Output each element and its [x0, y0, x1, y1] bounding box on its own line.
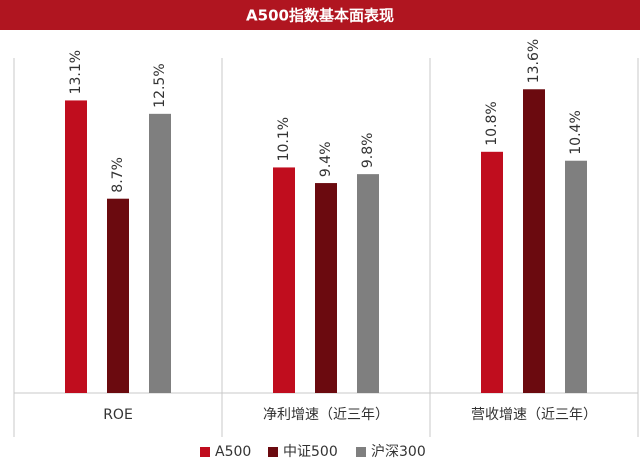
legend-label: 沪深300	[371, 444, 426, 460]
bar	[65, 100, 87, 393]
legend-swatch	[268, 447, 278, 457]
bar	[149, 113, 171, 393]
value-label: 10.8%	[484, 101, 500, 145]
x-tick-label: 净利增速（近三年）	[263, 407, 389, 423]
value-label: 9.4%	[318, 141, 334, 177]
x-tick-label: 营收增速（近三年）	[471, 407, 597, 423]
bar	[315, 183, 337, 393]
bar	[481, 151, 503, 393]
bar	[565, 160, 587, 393]
bar	[273, 167, 295, 393]
value-label: 9.8%	[360, 133, 376, 169]
legend-swatch	[200, 447, 210, 457]
legend-label: A500	[215, 444, 251, 460]
value-label: 8.7%	[110, 157, 126, 193]
x-tick-label: ROE	[103, 407, 133, 423]
value-label: 13.6%	[526, 39, 542, 83]
bar	[107, 198, 129, 393]
bar	[523, 89, 545, 394]
value-label: 10.4%	[568, 110, 584, 154]
value-label: 13.1%	[68, 50, 84, 94]
chart-title: A500指数基本面表现	[246, 7, 394, 25]
legend-label: 中证500	[283, 444, 338, 460]
legend-swatch	[356, 447, 366, 457]
value-label: 10.1%	[276, 117, 292, 161]
bar	[357, 174, 379, 393]
value-label: 12.5%	[152, 63, 168, 107]
title-bar	[0, 0, 640, 30]
